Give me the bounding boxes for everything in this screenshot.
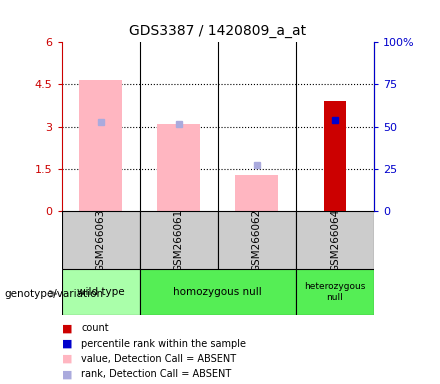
Bar <box>79 80 122 211</box>
Text: count: count <box>81 323 109 333</box>
Text: GSM266062: GSM266062 <box>252 209 262 271</box>
Text: ■: ■ <box>62 323 72 333</box>
Bar <box>235 175 279 211</box>
Text: ■: ■ <box>62 354 72 364</box>
Text: GSM266063: GSM266063 <box>95 209 106 271</box>
Text: GSM266064: GSM266064 <box>330 209 340 271</box>
Bar <box>62 211 140 269</box>
Text: value, Detection Call = ABSENT: value, Detection Call = ABSENT <box>81 354 237 364</box>
Bar <box>296 211 374 269</box>
Bar <box>140 269 296 315</box>
Bar <box>140 211 218 269</box>
Text: genotype/variation: genotype/variation <box>4 289 103 299</box>
Text: ■: ■ <box>62 339 72 349</box>
Bar <box>62 269 140 315</box>
Text: GSM266061: GSM266061 <box>174 209 184 271</box>
Bar <box>218 211 296 269</box>
Bar <box>296 269 374 315</box>
Text: ■: ■ <box>62 369 72 379</box>
Text: wild type: wild type <box>77 287 125 297</box>
Title: GDS3387 / 1420809_a_at: GDS3387 / 1420809_a_at <box>129 25 306 38</box>
Text: heterozygous
null: heterozygous null <box>304 282 366 301</box>
Text: percentile rank within the sample: percentile rank within the sample <box>81 339 246 349</box>
Text: homozygous null: homozygous null <box>173 287 262 297</box>
Text: rank, Detection Call = ABSENT: rank, Detection Call = ABSENT <box>81 369 231 379</box>
Bar <box>157 124 200 211</box>
Bar <box>324 101 346 211</box>
